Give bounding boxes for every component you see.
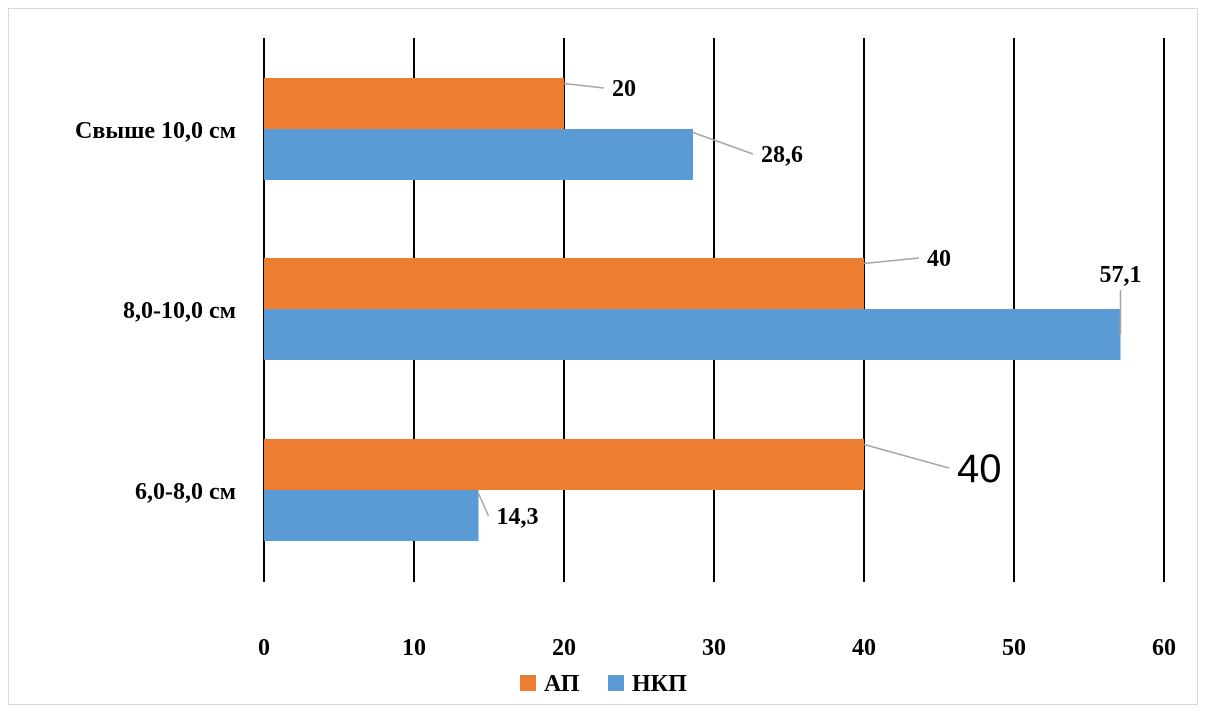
data-label-nkp-1: 57,1 [1100,262,1142,288]
x-tick-label-10: 10 [402,635,426,661]
bar-nkp-0 [264,129,693,180]
x-tick-label-30: 30 [702,635,726,661]
bar-ap-2 [264,439,864,490]
leader-line-ap-2 [863,443,950,469]
legend-label-ap: АП [544,671,580,697]
x-tick-label-20: 20 [552,635,576,661]
data-label-ap-1: 40 [927,246,951,272]
category-label-2: 6,0-8,0 см [135,479,236,505]
category-label-0: Свыше 10,0 см [75,118,236,144]
x-tick-label-40: 40 [852,635,876,661]
bar-nkp-1 [264,309,1121,360]
bar-ap-1 [264,258,864,309]
legend-label-nkp: НКП [632,671,687,697]
data-labels: 20 40 40 28,6 57,1 14,3 [497,76,1142,530]
legend: АП НКП [520,671,687,697]
category-labels: Свыше 10,0 см 8,0-10,0 см 6,0-8,0 см [75,118,236,505]
bars [264,78,1121,541]
leader-lines [477,82,1122,517]
bar-ap-0 [264,78,564,129]
leader-line-nkp-2 [477,493,490,517]
bar-nkp-2 [264,490,479,541]
data-label-nkp-2: 14,3 [497,504,539,530]
legend-swatch-nkp [608,675,624,691]
data-label-nkp-0: 28,6 [761,142,803,168]
x-tick-label-50: 50 [1002,635,1026,661]
data-label-ap-2: 40 [957,447,1002,491]
x-tick-label-60: 60 [1152,635,1176,661]
leader-line-ap-0 [563,82,605,89]
category-label-1: 8,0-10,0 см [123,298,236,324]
data-label-ap-0: 20 [612,76,636,102]
leader-line-nkp-0 [692,131,754,155]
legend-swatch-ap [520,675,536,691]
x-tick-label-0: 0 [258,635,270,661]
x-tick-labels: 0 10 20 30 40 50 60 [258,635,1176,661]
leader-line-ap-1 [863,257,920,265]
